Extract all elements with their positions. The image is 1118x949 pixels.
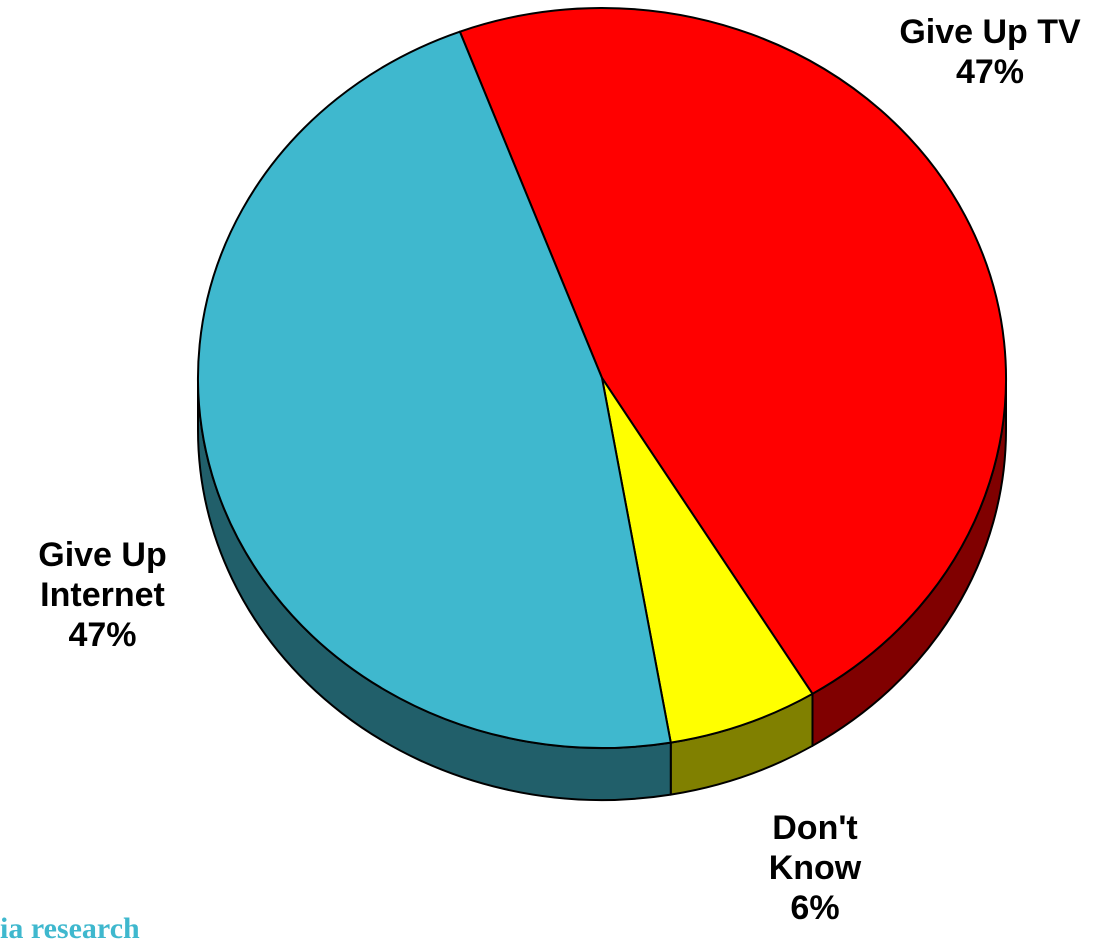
- slice-don-t-know: [601, 377, 814, 744]
- label-give-up-tv-name: Give Up TV: [899, 13, 1081, 51]
- label-give-up-internet-line1: Give Up: [38, 536, 167, 574]
- label-give-up-tv: Give Up TV 47%: [870, 12, 1110, 92]
- label-give-up-internet-line2: Internet: [40, 576, 165, 614]
- label-give-up-internet-value: 47%: [68, 616, 137, 654]
- label-give-up-tv-value: 47%: [955, 53, 1025, 91]
- label-dont-know-value: 6%: [790, 889, 840, 927]
- slice-give-up-internet: [197, 30, 672, 749]
- label-dont-know: Don't Know 6%: [730, 808, 900, 928]
- label-give-up-internet: Give Up Internet 47%: [0, 535, 205, 655]
- label-dont-know-line1: Don't: [772, 809, 858, 847]
- label-dont-know-line2: Know: [768, 849, 862, 887]
- pie-slices: [197, 7, 1007, 749]
- slice-give-up-tv: [458, 7, 1007, 695]
- footer-source-text: ia research: [0, 912, 140, 945]
